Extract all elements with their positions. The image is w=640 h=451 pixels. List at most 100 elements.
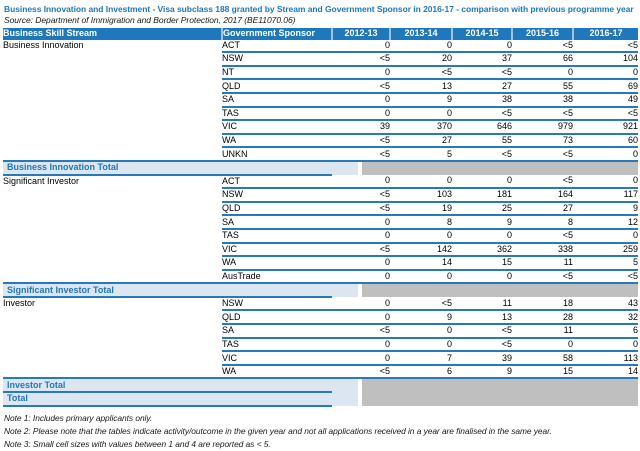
- value-cell: 0: [390, 106, 452, 122]
- sponsor-label: QLD: [222, 79, 332, 94]
- value-cell: 14: [573, 364, 638, 380]
- value-cell: 164: [512, 188, 573, 203]
- table-row: QLD <5 13 27 55 69: [3, 79, 638, 94]
- suppressed-cell: [390, 283, 452, 297]
- value-cell: 0: [332, 65, 390, 81]
- suppressed-cell: [573, 378, 638, 393]
- value-cell: <5: [332, 52, 390, 67]
- source-line: Source: Department of Immigration and Bo…: [4, 15, 296, 25]
- value-cell: 9: [390, 92, 452, 108]
- table-row: TAS 0 0 <5 0 0: [3, 337, 638, 353]
- notes-block: Note 1: Includes primary applicants only…: [4, 412, 640, 451]
- note-1: Note 1: Includes primary applicants only…: [4, 412, 153, 423]
- value-cell: <5: [452, 147, 512, 162]
- column-header-2012-13: 2012-13: [331, 28, 390, 40]
- value-cell: 370: [390, 120, 452, 135]
- table-row: VIC 39 370 646 979 921: [3, 120, 638, 135]
- stream-label: Investor: [3, 296, 222, 379]
- suppressed-cell: [512, 283, 573, 297]
- table-row: TAS 0 0 0 <5 0: [3, 228, 638, 244]
- value-cell: 27: [390, 133, 452, 149]
- suppressed-cell: [332, 160, 390, 175]
- value-cell: 49: [573, 92, 638, 108]
- value-cell: 0: [573, 147, 638, 162]
- value-cell: <5: [332, 133, 390, 149]
- value-cell: <5: [512, 269, 573, 285]
- column-header-2014-15: 2014-15: [451, 28, 512, 40]
- value-cell: 25: [452, 201, 512, 217]
- value-cell: 0: [332, 174, 390, 190]
- value-cell: 11: [512, 256, 573, 271]
- table-row: WA 0 14 15 11 5: [3, 256, 638, 271]
- sponsor-label: WA: [222, 256, 332, 271]
- table-row: WA <5 6 9 15 14: [3, 364, 638, 380]
- suppressed-cell: [573, 160, 638, 175]
- value-cell: 15: [512, 364, 573, 380]
- value-cell: 0: [390, 269, 452, 285]
- value-cell: 0: [452, 269, 512, 285]
- value-cell: 27: [512, 201, 573, 217]
- value-cell: 7: [390, 351, 452, 366]
- value-cell: <5: [452, 324, 512, 339]
- value-cell: <5: [332, 242, 390, 258]
- value-cell: <5: [390, 65, 452, 81]
- value-cell: 11: [452, 296, 512, 312]
- value-cell: 0: [573, 174, 638, 190]
- value-cell: 0: [512, 65, 573, 81]
- suppressed-cell: [573, 283, 638, 297]
- value-cell: 66: [512, 52, 573, 67]
- value-cell: <5: [390, 296, 452, 312]
- sponsor-label: UNKN: [222, 147, 332, 162]
- value-cell: <5: [452, 337, 512, 353]
- sponsor-label: NSW: [222, 296, 332, 312]
- section-total-row: Business Innovation Total: [3, 159, 638, 176]
- suppressed-cell: [512, 392, 573, 406]
- value-cell: 20: [390, 52, 452, 67]
- value-cell: 55: [512, 79, 573, 94]
- value-cell: <5: [332, 324, 390, 339]
- value-cell: 0: [390, 228, 452, 244]
- value-cell: 58: [512, 351, 573, 366]
- suppressed-cell: [390, 378, 452, 393]
- value-cell: <5: [452, 106, 512, 122]
- suppressed-cell: [512, 160, 573, 175]
- section-total-row: Investor Total: [3, 377, 638, 394]
- value-cell: 0: [573, 337, 638, 353]
- value-cell: 259: [573, 242, 638, 258]
- value-cell: 8: [512, 215, 573, 230]
- table-row: NT 0 <5 <5 0 0: [3, 65, 638, 81]
- suppressed-cell: [452, 160, 512, 175]
- value-cell: 0: [573, 228, 638, 244]
- column-header-sponsor: Government Sponsor: [221, 28, 332, 40]
- value-cell: 0: [452, 174, 512, 190]
- value-cell: 39: [452, 351, 512, 366]
- data-table: Business Skill Stream Government Sponsor…: [3, 28, 638, 407]
- value-cell: 921: [573, 120, 638, 135]
- value-cell: 104: [573, 52, 638, 67]
- value-cell: 0: [332, 337, 390, 353]
- value-cell: 0: [332, 228, 390, 244]
- value-cell: <5: [512, 147, 573, 162]
- value-cell: 0: [573, 65, 638, 81]
- value-cell: 15: [452, 256, 512, 271]
- sponsor-label: QLD: [222, 310, 332, 326]
- stream-label: Business Innovation: [3, 39, 222, 161]
- value-cell: 38: [512, 92, 573, 108]
- value-cell: 0: [332, 256, 390, 271]
- value-cell: 142: [390, 242, 452, 258]
- table-row: SA 0 8 9 8 12: [3, 215, 638, 230]
- value-cell: 0: [332, 351, 390, 366]
- value-cell: 5: [390, 147, 452, 162]
- suppressed-cell: [332, 392, 390, 406]
- sponsor-label: WA: [222, 133, 332, 149]
- value-cell: <5: [512, 106, 573, 122]
- column-header-2013-14: 2013-14: [389, 28, 452, 40]
- value-cell: 14: [390, 256, 452, 271]
- value-cell: 18: [512, 296, 573, 312]
- suppressed-cell: [573, 392, 638, 406]
- table-row: NSW <5 103 181 164 117: [3, 188, 638, 203]
- value-cell: 0: [390, 337, 452, 353]
- value-cell: 9: [452, 215, 512, 230]
- value-cell: 19: [390, 201, 452, 217]
- value-cell: 32: [573, 310, 638, 326]
